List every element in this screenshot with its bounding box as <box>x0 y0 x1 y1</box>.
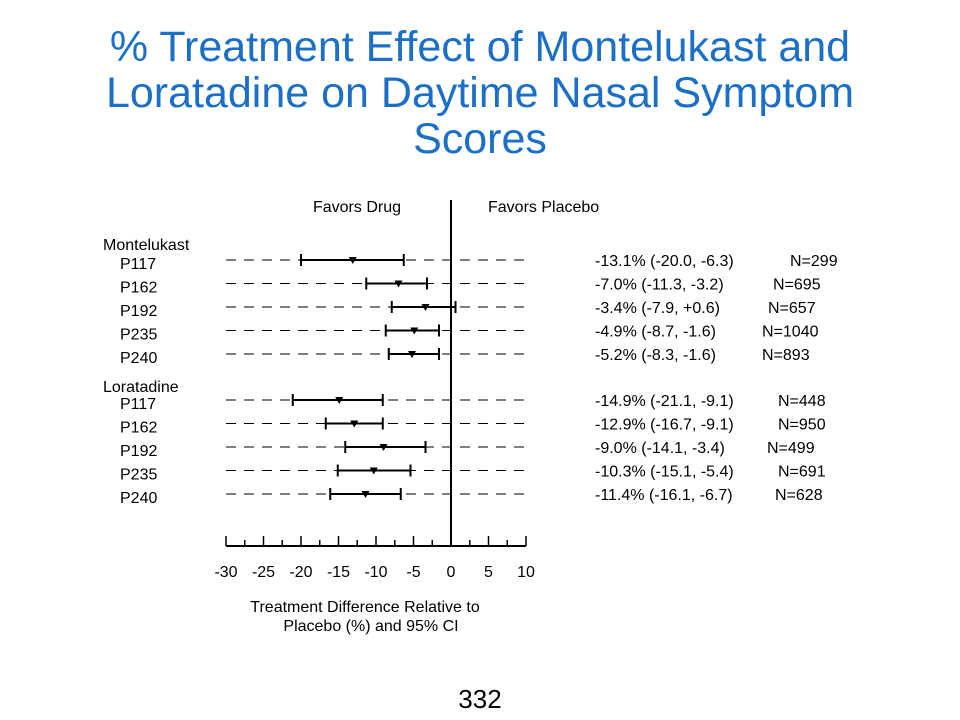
estimate-summary: -10.3% (-15.1, -5.4) <box>595 464 734 481</box>
study-label: P117 <box>120 256 156 273</box>
study-label: P192 <box>120 443 157 460</box>
header-favors-drug: Favors Drug <box>313 199 401 216</box>
x-tick-label: 5 <box>484 564 493 581</box>
sample-size: N=691 <box>778 464 826 481</box>
estimate-summary: -5.2% (-8.3, -1.6) <box>595 347 716 364</box>
title-line-2: Loratadine on Daytime Nasal Symptom <box>105 69 855 117</box>
study-label: P235 <box>120 327 157 344</box>
x-tick-label: -5 <box>406 564 420 581</box>
point-estimate <box>348 257 357 264</box>
x-axis-label-line-2: Placebo (%) and 95% CI <box>283 618 458 635</box>
point-estimate <box>410 327 419 335</box>
point-estimate <box>361 491 370 498</box>
point-estimate <box>369 467 378 475</box>
page-number: 332 <box>458 684 502 714</box>
x-tick-label: -20 <box>289 564 312 581</box>
header-favors-placebo: Favors Placebo <box>488 199 599 216</box>
point-estimate <box>421 304 430 311</box>
study-label: P240 <box>120 490 157 507</box>
point-estimate <box>394 280 403 288</box>
x-axis-label-line-1: Treatment Difference Relative to <box>250 599 480 616</box>
title-line-1: % Treatment Effect of Montelukast and <box>109 23 851 71</box>
chart-title: % Treatment Effect of Montelukast and Lo… <box>40 24 920 162</box>
estimate-summary: -14.9% (-21.1, -9.1) <box>595 393 734 410</box>
sample-size: N=950 <box>778 417 826 434</box>
sample-size: N=695 <box>773 277 821 294</box>
group-label: Montelukast <box>103 237 190 254</box>
point-estimate <box>350 420 359 428</box>
study-label: P117 <box>120 396 156 413</box>
sample-size: N=1040 <box>762 324 819 341</box>
sample-size: N=628 <box>775 487 823 504</box>
estimate-summary: -12.9% (-16.7, -9.1) <box>595 417 734 434</box>
title-line-3: Scores <box>413 115 547 163</box>
estimate-summary: -4.9% (-8.7, -1.6) <box>595 324 716 341</box>
x-tick-label: 10 <box>517 564 535 581</box>
x-tick-label: 0 <box>447 564 456 581</box>
sample-size: N=657 <box>768 300 816 317</box>
estimate-summary: -13.1% (-20.0, -6.3) <box>595 253 734 270</box>
x-tick-label: -30 <box>214 564 237 581</box>
study-label: P240 <box>120 350 157 367</box>
study-label: P162 <box>120 280 157 297</box>
study-label: P235 <box>120 467 157 484</box>
forest-plot: Favors Drug Favors Placebo Montelukast P117… <box>103 199 838 635</box>
sample-size: N=893 <box>762 347 810 364</box>
x-tick-label: -15 <box>327 564 350 581</box>
study-label: P162 <box>120 420 157 437</box>
sample-size: N=448 <box>778 393 826 410</box>
x-tick-label: -25 <box>252 564 275 581</box>
sample-size: N=299 <box>790 253 838 270</box>
point-estimate <box>408 351 416 358</box>
point-estimate <box>335 397 344 404</box>
point-estimate <box>379 444 388 451</box>
x-tick-label: -10 <box>364 564 387 581</box>
group-label: Loratadine <box>103 379 179 396</box>
study-label: P192 <box>120 303 157 320</box>
estimate-summary: -11.4% (-16.1, -6.7) <box>595 487 733 504</box>
estimate-summary: -7.0% (-11.3, -3.2) <box>595 277 724 294</box>
estimate-summary: -3.4% (-7.9, +0.6) <box>595 300 720 317</box>
sample-size: N=499 <box>767 440 815 457</box>
estimate-summary: -9.0% (-14.1, -3.4) <box>595 440 725 457</box>
